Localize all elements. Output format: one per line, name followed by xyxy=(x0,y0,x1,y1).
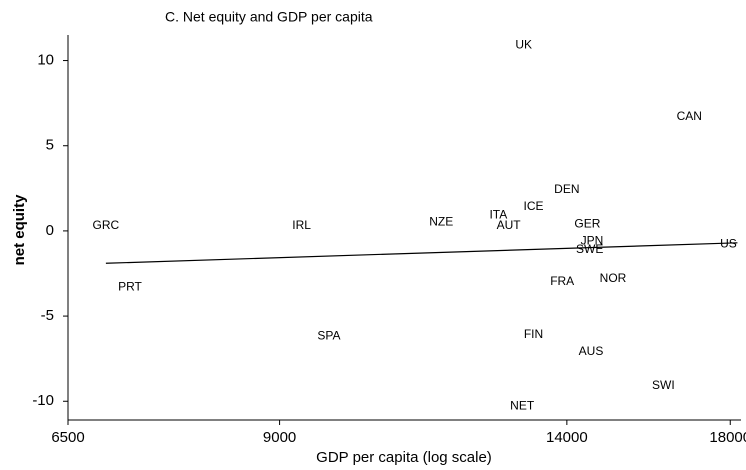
point-label: NZE xyxy=(429,215,453,229)
point-label: NOR xyxy=(600,271,627,285)
point-label: NET xyxy=(510,399,535,413)
point-label: GRC xyxy=(93,218,120,232)
point-label: AUS xyxy=(579,344,604,358)
point-label: AUT xyxy=(497,218,522,232)
y-tick-label: 10 xyxy=(37,52,54,69)
point-label: UK xyxy=(515,37,532,51)
y-tick-label: -10 xyxy=(32,392,54,409)
point-label: DEN xyxy=(554,182,579,196)
point-label: FRA xyxy=(550,274,574,288)
x-tick-label: 6500 xyxy=(51,429,84,446)
x-tick-label: 9000 xyxy=(263,429,296,446)
y-axis-label: net equity xyxy=(11,194,28,265)
point-label: SWI xyxy=(652,378,675,392)
point-label: SWE xyxy=(576,242,603,256)
chart-title: C. Net equity and GDP per capita xyxy=(165,9,373,25)
point-label: PRT xyxy=(118,279,142,293)
point-label: GER xyxy=(574,216,600,230)
point-label: FIN xyxy=(524,327,543,341)
point-label: IRL xyxy=(292,218,311,232)
y-tick-label: -5 xyxy=(41,307,54,324)
point-label: ITA xyxy=(489,208,507,222)
point-label: JPN xyxy=(581,233,604,247)
x-axis-label: GDP per capita (log scale) xyxy=(316,449,492,466)
point-label: CAN xyxy=(677,109,702,123)
y-tick-label: 0 xyxy=(46,222,54,239)
point-label: US xyxy=(720,237,737,251)
fit-line xyxy=(105,242,738,264)
y-tick-label: 5 xyxy=(46,137,54,154)
point-label: SPA xyxy=(317,329,340,343)
x-tick-label: 18000 xyxy=(709,429,746,446)
point-label: ICE xyxy=(523,199,543,213)
x-tick-label: 14000 xyxy=(546,429,588,446)
